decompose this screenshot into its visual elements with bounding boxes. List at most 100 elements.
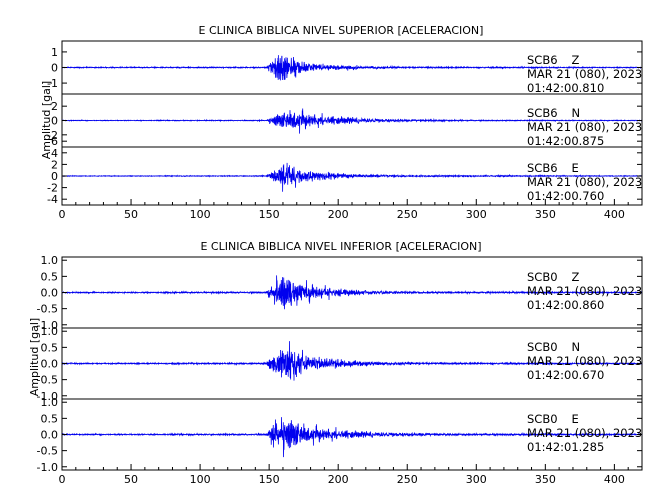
x-tick-label: 300 [466, 208, 487, 221]
station-name: SCB0 [527, 340, 558, 354]
station-channel-label: SCB0 N [527, 340, 580, 354]
y-tick-label: 1.0 [41, 396, 59, 409]
station-name: SCB0 [527, 270, 558, 284]
waveform-line [61, 341, 643, 381]
record-time: 01:42:00.860 [527, 298, 604, 312]
x-tick-label: 400 [604, 473, 625, 486]
component-name: N [572, 106, 581, 120]
x-tick-label: 250 [397, 208, 418, 221]
record-time: 01:42:00.670 [527, 368, 604, 382]
component-name: E [572, 412, 579, 426]
y-tick-label: -2 [47, 129, 58, 142]
record-time: 01:42:00.875 [527, 134, 604, 148]
upper-chart: E CLINICA BIBLICA NIVEL SUPERIOR [ACELER… [40, 24, 643, 221]
record-time: 01:42:01.285 [527, 440, 604, 454]
upper-chart-ylabel: Amplitud [gal] [40, 81, 53, 159]
lower-chart-ylabel: Amplitud [gal] [28, 318, 41, 396]
y-tick-labels: 2 0-2 [47, 100, 642, 142]
upper-trace-2-panel: 2 0-2 SCB6 N MAR 21 (080), 2023 01:42:00.8… [47, 93, 643, 148]
record-date: MAR 21 (080), 2023 [527, 284, 642, 298]
record-date: MAR 21 (080), 2023 [527, 426, 642, 440]
waveform-line [61, 162, 643, 192]
y-tick-label: -0.5 [37, 374, 58, 387]
waveform-line [61, 417, 643, 458]
x-tick-label: 400 [604, 208, 625, 221]
station-name: SCB0 [527, 412, 558, 426]
y-tick-labels: 1.0 0.5 0.0 -0.5 -1.0 [37, 254, 642, 332]
y-tick-label: -1.0 [37, 461, 58, 474]
y-tick-label: 0.0 [41, 287, 59, 300]
station-name: SCB6 [527, 53, 558, 67]
x-tick-label: 350 [535, 208, 556, 221]
lower-chart-title: E CLINICA BIBLICA NIVEL INFERIOR [ACELER… [200, 240, 481, 253]
y-tick-label: 1.0 [41, 254, 59, 267]
lower-trace-2-panel: 1.0 0.5 0.0 -0.5 -1.0 SCB0 N MAR 21 (080), 20… [37, 325, 643, 403]
record-date: MAR 21 (080), 2023 [527, 175, 642, 189]
x-tick-label: 50 [124, 473, 138, 486]
waveform-line [61, 275, 643, 310]
x-tick-label: 50 [124, 208, 138, 221]
record-time: 01:42:00.810 [527, 81, 604, 95]
x-tick-label: 0 [59, 208, 66, 221]
y-tick-label: 0.0 [41, 358, 59, 371]
lower-trace-1-panel: 1.0 0.5 0.0 -0.5 -1.0 SCB0 Z MAR 21 (080), 20… [37, 254, 643, 332]
y-tick-label: -0.5 [37, 303, 58, 316]
lower-trace-3-panel: 1.0 0.5 0.0 -0.5 -1.0 SCB0 E MAR 21 (080), 20… [37, 396, 643, 474]
record-date: MAR 21 (080), 2023 [527, 120, 642, 134]
y-tick-label: -4 [47, 193, 58, 206]
station-channel-label: SCB0 Z [527, 270, 580, 284]
y-tick-labels: 1.0 0.5 0.0 -0.5 -1.0 [37, 325, 642, 403]
y-tick-labels: 1 0 -1 [47, 46, 642, 90]
y-tick-label: 0 [51, 115, 58, 128]
x-tick-label: 150 [259, 473, 280, 486]
station-channel-label: SCB6 E [527, 161, 579, 175]
x-tick-label: 0 [59, 473, 66, 486]
y-tick-label: 0.5 [41, 341, 59, 354]
y-tick-label: 0.5 [41, 270, 59, 283]
x-tick-label: 200 [328, 473, 349, 486]
x-tick-label: 100 [190, 208, 211, 221]
station-name: SCB6 [527, 161, 558, 175]
component-name: E [572, 161, 579, 175]
record-date: MAR 21 (080), 2023 [527, 67, 642, 81]
y-tick-label: 6 [51, 135, 58, 148]
y-tick-label: -1.0 [37, 319, 58, 332]
y-tick-label: -1.0 [37, 390, 58, 403]
y-tick-label: 1 [51, 46, 58, 59]
y-tick-label: 2 [51, 158, 58, 171]
y-tick-label: 0.0 [41, 429, 59, 442]
x-tick-label: 250 [397, 473, 418, 486]
component-name: Z [572, 53, 580, 67]
upper-chart-title: E CLINICA BIBLICA NIVEL SUPERIOR [ACELER… [199, 24, 484, 37]
y-tick-label: 0 [51, 62, 58, 75]
station-channel-label: SCB6 N [527, 106, 580, 120]
waveform-line [61, 108, 643, 134]
y-tick-label: 1.0 [41, 325, 59, 338]
upper-x-axis: 0 50 100 150 200 250 300 350 400 [59, 199, 629, 221]
y-tick-label: 0.5 [41, 412, 59, 425]
station-name: SCB6 [527, 106, 558, 120]
record-time: 01:42:00.760 [527, 189, 604, 203]
y-tick-label: 2 [51, 100, 58, 113]
station-channel-label: SCB6 Z [527, 53, 580, 67]
y-tick-label: -2 [47, 182, 58, 195]
y-tick-label: -1 [47, 77, 58, 90]
component-name: N [572, 340, 581, 354]
y-tick-label: -0.5 [37, 445, 58, 458]
x-tick-label: 100 [190, 473, 211, 486]
waveform-line [61, 55, 643, 81]
x-tick-label: 350 [535, 473, 556, 486]
x-tick-label: 150 [259, 208, 280, 221]
record-date: MAR 21 (080), 2023 [527, 354, 642, 368]
component-name: Z [572, 270, 580, 284]
upper-trace-1-panel: 1 0 -1 SCB6 Z MAR 21 (080), 2023 01:42:00.8… [47, 40, 643, 95]
y-tick-label: 0 [51, 170, 58, 183]
y-tick-label: 4 [51, 147, 58, 160]
y-tick-labels: 1.0 0.5 0.0 -0.5 -1.0 [37, 396, 642, 474]
x-tick-label: 200 [328, 208, 349, 221]
lower-x-axis: 0 50 100 150 200 250 300 350 400 [59, 464, 629, 486]
station-channel-label: SCB0 E [527, 412, 579, 426]
lower-chart: E CLINICA BIBLICA NIVEL INFERIOR [ACELER… [28, 240, 643, 486]
